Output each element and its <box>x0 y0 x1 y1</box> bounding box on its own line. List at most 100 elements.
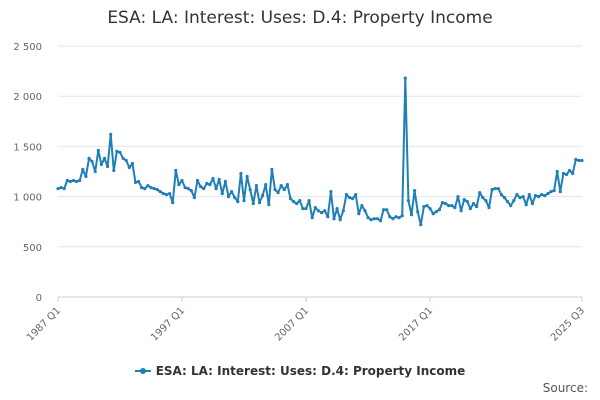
data-point[interactable] <box>264 183 268 187</box>
data-point[interactable] <box>366 216 370 220</box>
data-point[interactable] <box>351 197 355 201</box>
data-point[interactable] <box>450 204 454 208</box>
data-point[interactable] <box>115 149 119 153</box>
data-point[interactable] <box>320 211 324 215</box>
data-point[interactable] <box>338 218 342 222</box>
data-point[interactable] <box>571 171 575 176</box>
data-point[interactable] <box>81 167 85 172</box>
data-point[interactable] <box>239 171 243 176</box>
data-point[interactable] <box>140 186 144 190</box>
data-point[interactable] <box>537 195 541 199</box>
data-point[interactable] <box>487 206 491 210</box>
data-point[interactable] <box>515 193 519 197</box>
data-point[interactable] <box>236 200 240 204</box>
data-point[interactable] <box>245 174 249 179</box>
data-point[interactable] <box>502 196 507 200</box>
data-point[interactable] <box>574 157 578 162</box>
data-point[interactable] <box>403 76 407 80</box>
data-point[interactable] <box>577 158 581 163</box>
data-point[interactable] <box>217 177 221 182</box>
data-point[interactable] <box>68 179 72 184</box>
data-point[interactable] <box>456 195 460 199</box>
data-point[interactable] <box>254 184 258 188</box>
data-point[interactable] <box>180 178 184 183</box>
data-point[interactable] <box>211 176 215 181</box>
data-point[interactable] <box>276 191 280 195</box>
data-point[interactable] <box>199 185 203 189</box>
data-point[interactable] <box>413 189 417 193</box>
data-point[interactable] <box>499 193 503 197</box>
data-point[interactable] <box>112 168 116 173</box>
data-point[interactable] <box>316 209 320 213</box>
data-point[interactable] <box>304 207 308 211</box>
data-point[interactable] <box>558 190 562 194</box>
data-point[interactable] <box>447 204 451 208</box>
data-point[interactable] <box>326 215 330 219</box>
data-point[interactable] <box>524 203 528 207</box>
data-point[interactable] <box>422 205 426 209</box>
data-point[interactable] <box>310 216 314 220</box>
data-point[interactable] <box>59 186 63 190</box>
data-point[interactable] <box>506 200 510 204</box>
data-point[interactable] <box>419 223 423 227</box>
data-point[interactable] <box>65 178 69 183</box>
data-point[interactable] <box>298 199 302 203</box>
data-point[interactable] <box>527 193 531 197</box>
data-point[interactable] <box>549 190 553 194</box>
data-point[interactable] <box>568 168 572 173</box>
data-point[interactable] <box>512 199 516 203</box>
data-point[interactable] <box>75 179 79 184</box>
data-point[interactable] <box>192 196 196 200</box>
data-point[interactable] <box>270 167 274 172</box>
data-point[interactable] <box>214 187 218 191</box>
data-point[interactable] <box>465 200 469 204</box>
data-point[interactable] <box>87 156 91 160</box>
data-point[interactable] <box>434 210 438 214</box>
data-point[interactable] <box>158 190 162 194</box>
data-point[interactable] <box>533 194 538 198</box>
data-point[interactable] <box>388 215 392 219</box>
data-point[interactable] <box>493 187 497 191</box>
data-point[interactable] <box>130 161 134 166</box>
data-point[interactable] <box>205 181 209 186</box>
data-point[interactable] <box>357 212 361 216</box>
data-point[interactable] <box>354 193 358 197</box>
data-point[interactable] <box>90 159 94 164</box>
data-point[interactable] <box>202 187 206 191</box>
data-point[interactable] <box>233 196 237 200</box>
data-point[interactable] <box>382 208 386 212</box>
data-point[interactable] <box>127 165 131 170</box>
data-point[interactable] <box>71 178 76 183</box>
data-point[interactable] <box>171 201 175 205</box>
data-point[interactable] <box>78 178 82 183</box>
data-point[interactable] <box>462 198 466 202</box>
data-point[interactable] <box>118 150 122 154</box>
data-point[interactable] <box>391 217 395 221</box>
data-point[interactable] <box>481 196 485 200</box>
data-point[interactable] <box>195 178 200 183</box>
data-point[interactable] <box>267 203 271 207</box>
data-point[interactable] <box>484 199 488 203</box>
data-point[interactable] <box>230 190 234 194</box>
data-point[interactable] <box>453 206 457 210</box>
data-point[interactable] <box>475 205 479 209</box>
data-point[interactable] <box>444 202 448 206</box>
data-point[interactable] <box>93 169 97 174</box>
data-point[interactable] <box>564 172 569 177</box>
data-point[interactable] <box>518 196 522 200</box>
data-point[interactable] <box>335 207 339 211</box>
data-point[interactable] <box>509 204 513 208</box>
data-point[interactable] <box>437 208 441 212</box>
data-point[interactable] <box>56 187 60 191</box>
data-point[interactable] <box>248 188 252 192</box>
data-point[interactable] <box>96 148 100 152</box>
data-point[interactable] <box>471 202 476 206</box>
data-point[interactable] <box>372 217 376 221</box>
data-point[interactable] <box>552 189 556 193</box>
data-point[interactable] <box>251 202 255 206</box>
data-point[interactable] <box>177 183 181 187</box>
data-point[interactable] <box>257 201 262 205</box>
data-point[interactable] <box>288 197 293 201</box>
data-point[interactable] <box>164 193 169 197</box>
data-point[interactable] <box>279 184 283 188</box>
